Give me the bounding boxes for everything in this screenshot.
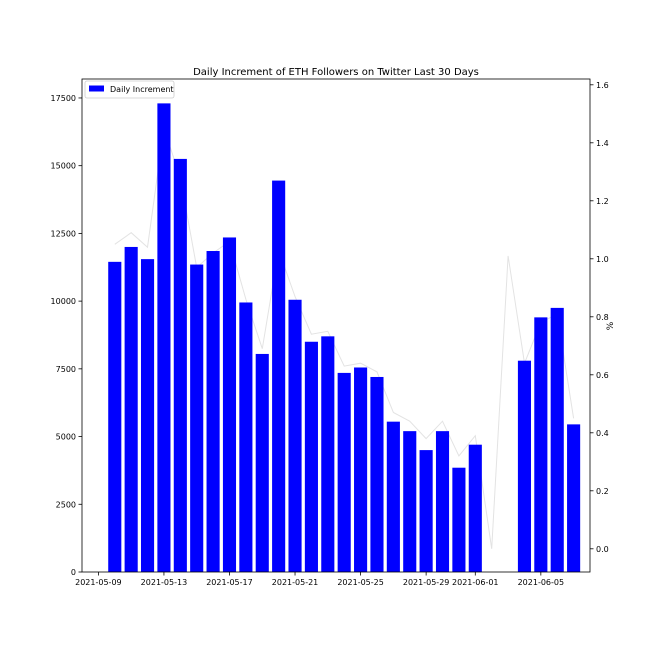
bar-2021-05-23 (321, 336, 335, 572)
legend-box (84, 80, 175, 99)
bar-2021-05-18 (239, 302, 253, 572)
y-tick-label: 5000 (56, 433, 76, 442)
y-tick-label: 0 (71, 568, 76, 577)
y2-tick-label: 1.0 (596, 255, 609, 264)
y2-tick-label: 0.2 (596, 487, 609, 496)
bar-2021-06-06 (550, 307, 564, 572)
bar-series (108, 103, 581, 572)
y2-tick-label: 0.4 (596, 429, 609, 438)
y2-tick-label: 1.4 (596, 139, 609, 148)
y-tick-label: 2500 (56, 500, 76, 509)
bar-2021-05-27 (386, 421, 400, 572)
bar-2021-05-25 (354, 367, 368, 572)
percent-line (114, 128, 575, 549)
y-tick-label: 7500 (56, 365, 76, 374)
bar-2021-06-07 (567, 424, 581, 572)
y2-tick-label: 1.6 (596, 81, 609, 90)
bar-2021-05-15 (190, 264, 204, 572)
y-tick-label: 12500 (51, 229, 76, 238)
bar-2021-05-29 (419, 450, 433, 572)
plot-frame (81, 78, 591, 573)
y-axis-left: 0 2500 5000 7500 10000 12500 15000 17500 (51, 94, 82, 577)
x-tick-label: 2021-06-01 (452, 578, 499, 587)
x-tick-label: 2021-05-25 (337, 578, 384, 587)
bar-2021-05-19 (255, 353, 269, 572)
bar-2021-05-14 (173, 158, 187, 572)
bar-2021-05-10 (108, 261, 122, 572)
x-tick-label: 2021-05-13 (141, 578, 188, 587)
percent-series (114, 128, 575, 549)
bar-2021-05-24 (337, 372, 351, 572)
legend-label: Daily Increment (110, 85, 174, 94)
bar-2021-05-26 (370, 376, 384, 572)
y2-tick-label: 0.0 (596, 545, 609, 554)
bar-2021-05-31 (452, 467, 466, 572)
y2-tick-label: 0.6 (596, 371, 609, 380)
bar-2021-06-04 (517, 360, 532, 572)
bar-2021-05-11 (124, 246, 138, 572)
x-tick-label: 2021-05-29 (403, 578, 450, 587)
y-tick-label: 15000 (51, 162, 76, 171)
x-tick-label: 2021-05-17 (206, 578, 253, 587)
bar-2021-05-16 (206, 251, 220, 572)
y2-tick-label: 0.8 (596, 313, 609, 322)
y2-tick-label: 1.2 (596, 197, 609, 206)
bar-2021-05-17 (222, 237, 237, 572)
x-tick-label: 2021-06-05 (518, 578, 565, 587)
bar-2021-05-12 (140, 259, 155, 572)
bar-2021-05-13 (157, 103, 171, 572)
y-tick-label: 17500 (51, 94, 76, 103)
bar-2021-05-22 (304, 341, 318, 572)
y2-axis-label: % (606, 321, 616, 330)
legend-swatch (89, 85, 104, 92)
y-axis-right: % 0.0 0.2 0.4 0.6 0.8 1.0 1.2 1.4 1.6 (590, 81, 616, 554)
bar-2021-05-20 (272, 180, 286, 572)
bar-2021-05-28 (403, 431, 417, 572)
legend: Daily Increment (84, 80, 175, 99)
y-tick-label: 10000 (51, 297, 76, 306)
x-tick-label: 2021-05-21 (272, 578, 319, 587)
bar-2021-06-05 (534, 317, 548, 572)
bar-2021-05-21 (288, 299, 302, 572)
x-tick-label: 2021-05-09 (75, 578, 122, 587)
bar-2021-06-01 (468, 444, 482, 572)
chart-title: Daily Increment of ETH Followers on Twit… (193, 67, 479, 78)
bar-2021-05-30 (435, 431, 450, 572)
x-axis: 2021-05-09 2021-05-13 2021-05-17 2021-05-21… (75, 572, 564, 587)
